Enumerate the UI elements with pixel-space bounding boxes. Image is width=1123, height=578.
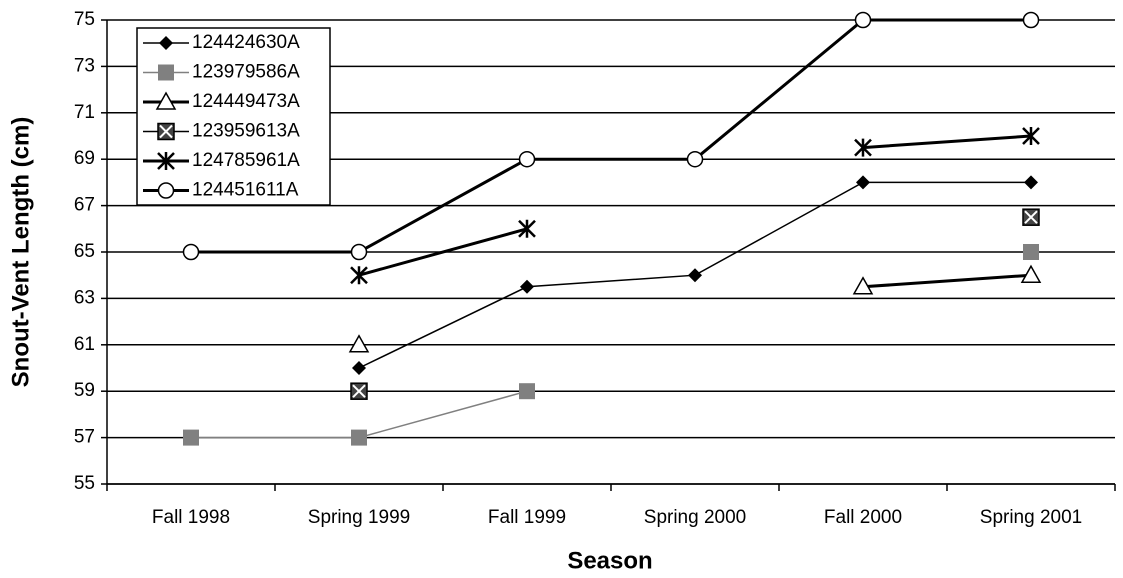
y-tick-label: 75 bbox=[74, 9, 95, 30]
marker-part bbox=[518, 219, 536, 238]
marker-part bbox=[1023, 244, 1039, 260]
marker bbox=[688, 268, 702, 283]
marker-part bbox=[348, 334, 370, 353]
legend-label: 123959613A bbox=[192, 121, 300, 142]
legend-label: 124785961A bbox=[192, 150, 300, 171]
marker-part bbox=[183, 429, 199, 446]
marker bbox=[1023, 244, 1039, 260]
y-tick-label: 57 bbox=[74, 427, 95, 448]
marker-part bbox=[854, 138, 872, 157]
marker-part bbox=[688, 268, 702, 283]
marker-part bbox=[852, 276, 874, 295]
marker-part bbox=[182, 243, 200, 261]
marker-part bbox=[520, 279, 534, 294]
marker bbox=[854, 11, 872, 29]
marker-part bbox=[1022, 11, 1040, 29]
marker-part bbox=[351, 429, 367, 446]
y-tick-label: 71 bbox=[74, 102, 95, 123]
marker-part bbox=[350, 243, 368, 261]
marker-part bbox=[519, 383, 535, 400]
legend-label: 123979586A bbox=[192, 62, 300, 83]
x-tick-label: Fall 1998 bbox=[152, 507, 230, 528]
marker-part bbox=[159, 124, 173, 139]
y-tick-label: 69 bbox=[74, 148, 95, 169]
marker bbox=[352, 361, 366, 375]
marker bbox=[1022, 127, 1040, 145]
marker bbox=[519, 383, 535, 400]
marker bbox=[686, 150, 704, 168]
marker bbox=[852, 276, 874, 295]
marker bbox=[350, 266, 368, 285]
legend-label: 124449473A bbox=[192, 91, 300, 112]
marker-part bbox=[1024, 175, 1038, 190]
marker bbox=[348, 334, 370, 353]
legend-box bbox=[136, 27, 331, 206]
y-tick-label: 73 bbox=[74, 55, 95, 76]
marker bbox=[350, 243, 368, 261]
marker-part bbox=[856, 175, 870, 190]
marker bbox=[518, 150, 536, 168]
marker-part bbox=[159, 36, 173, 50]
marker bbox=[1020, 264, 1042, 283]
marker bbox=[1022, 11, 1040, 29]
series-line bbox=[358, 134, 1032, 277]
y-tick-label: 63 bbox=[74, 287, 95, 308]
marker bbox=[182, 243, 200, 261]
x-tick-label: Spring 2001 bbox=[980, 507, 1082, 528]
marker-part bbox=[157, 152, 175, 170]
y-tick-label: 61 bbox=[74, 334, 95, 355]
y-tick-label: 59 bbox=[74, 380, 95, 401]
marker-part bbox=[686, 150, 704, 168]
marker-part bbox=[1020, 264, 1042, 283]
marker bbox=[157, 182, 175, 199]
marker-part bbox=[352, 361, 366, 375]
marker-part bbox=[854, 11, 872, 29]
x-tick-label: Spring 1999 bbox=[308, 507, 410, 528]
x-tick-label: Spring 2000 bbox=[644, 507, 746, 528]
marker bbox=[159, 36, 173, 50]
marker-part bbox=[158, 64, 174, 81]
marker bbox=[157, 152, 175, 170]
marker-part bbox=[518, 150, 536, 168]
x-tick-label: Fall 1999 bbox=[488, 507, 566, 528]
marker bbox=[1024, 175, 1038, 190]
marker bbox=[518, 219, 536, 238]
marker bbox=[1022, 208, 1040, 226]
marker bbox=[155, 91, 177, 110]
marker-part bbox=[1022, 127, 1040, 145]
marker bbox=[157, 122, 175, 141]
series-line bbox=[191, 18, 1031, 254]
marker bbox=[520, 279, 534, 294]
y-tick-label: 55 bbox=[74, 473, 95, 494]
y-axis-title: Snout-Vent Length (cm) bbox=[7, 117, 34, 388]
y-tick-label: 67 bbox=[74, 195, 95, 216]
marker-part bbox=[155, 91, 177, 110]
marker-part bbox=[157, 182, 175, 199]
marker bbox=[350, 382, 368, 400]
x-axis-title: Season bbox=[567, 547, 652, 574]
marker bbox=[854, 138, 872, 157]
marker-part bbox=[1024, 210, 1038, 224]
marker bbox=[183, 429, 199, 446]
legend-label: 124451611A bbox=[192, 180, 299, 201]
legend-label: 124424630A bbox=[192, 32, 300, 53]
marker bbox=[351, 429, 367, 446]
series-line bbox=[862, 273, 1032, 289]
marker bbox=[856, 175, 870, 190]
marker bbox=[158, 64, 174, 81]
y-tick-label: 65 bbox=[74, 241, 95, 262]
marker-part bbox=[352, 384, 366, 398]
marker-part bbox=[350, 266, 368, 285]
x-tick-label: Fall 2000 bbox=[824, 507, 902, 528]
